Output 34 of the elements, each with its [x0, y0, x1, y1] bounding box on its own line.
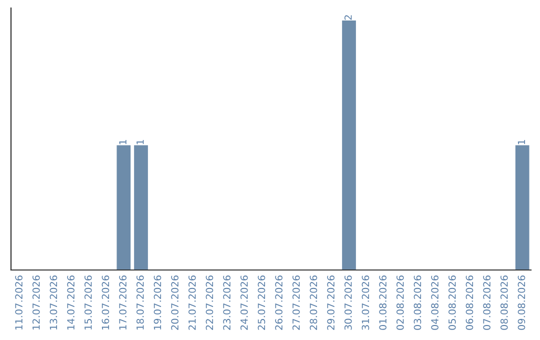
x-tick-label: 11.07.2026 — [15, 275, 22, 330]
x-tick-label: 01.08.2026 — [379, 275, 386, 330]
x-tick-label: 29.07.2026 — [327, 275, 334, 330]
x-tick-label: 02.08.2026 — [396, 275, 404, 330]
data-label: 1 — [119, 140, 126, 144]
x-tick-label: 07.08.2026 — [483, 275, 490, 330]
x-tick-label: 21.07.2026 — [188, 275, 196, 330]
x-tick-label: 25.07.2026 — [258, 275, 266, 330]
x-tick-label: 18.07.2026 — [136, 275, 144, 330]
x-tick-label: 22.07.2026 — [206, 275, 214, 330]
x-tick-label: 19.07.2026 — [154, 275, 162, 330]
x-tick-label: 09.08.2026 — [518, 275, 526, 330]
data-label: 1 — [518, 140, 526, 144]
x-tick-label: 06.08.2026 — [466, 275, 474, 330]
x-tick-label: 20.07.2026 — [171, 275, 178, 330]
x-tick-label: 13.07.2026 — [50, 275, 58, 330]
x-tick-label: 26.07.2026 — [275, 275, 282, 330]
x-tick-label: 27.07.2026 — [292, 275, 300, 330]
x-tick-label: 24.07.2026 — [240, 275, 248, 330]
x-tick-label: 16.07.2026 — [102, 275, 110, 330]
x-tick-label: 15.07.2026 — [84, 275, 92, 330]
x-tick-label: 03.08.2026 — [414, 275, 422, 330]
x-tick-label: 08.08.2026 — [500, 275, 508, 330]
x-tick-label: 14.07.2026 — [67, 275, 74, 330]
data-label: 2 — [344, 15, 352, 20]
x-tick-label: 30.07.2026 — [344, 275, 352, 330]
x-tick-label: 04.08.2026 — [431, 275, 438, 330]
x-tick-label: 31.07.2026 — [362, 275, 370, 330]
x-tick-label: 12.07.2026 — [32, 275, 40, 330]
x-tick-label: 23.07.2026 — [223, 275, 230, 330]
x-tick-label: 17.07.2026 — [119, 275, 126, 330]
x-tick-label: 28.07.2026 — [310, 275, 318, 330]
x-tick-label: 05.08.2026 — [448, 275, 456, 330]
data-label: 1 — [136, 140, 144, 144]
